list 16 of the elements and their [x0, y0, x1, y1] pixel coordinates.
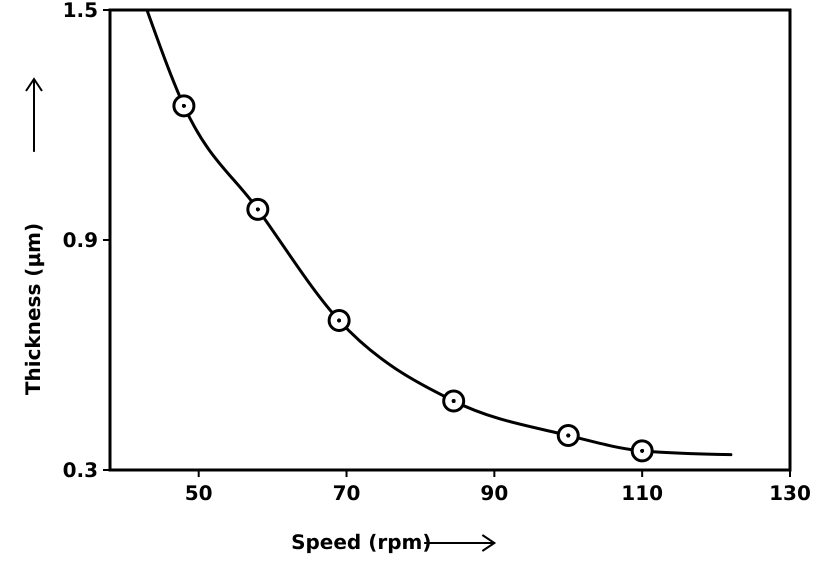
x-tick-label: 90 [480, 481, 508, 505]
x-tick-label: 70 [332, 481, 360, 505]
point [172, 94, 196, 118]
y-axis-title: Thickness (μm) [21, 222, 45, 396]
x-tick-label: 50 [184, 481, 213, 505]
x-tick-label: 110 [621, 481, 664, 505]
y-tick-label: 0.9 [62, 228, 98, 252]
y-tick-label: 1.5 [62, 0, 98, 22]
point [246, 198, 270, 221]
x-tick-label: 130 [769, 481, 811, 505]
point [442, 390, 466, 412]
point [556, 424, 580, 447]
point [630, 439, 654, 462]
y-tick-label: 0.3 [62, 458, 98, 482]
x-axis-title: Speed (rpm) [291, 530, 432, 554]
point [328, 309, 351, 332]
